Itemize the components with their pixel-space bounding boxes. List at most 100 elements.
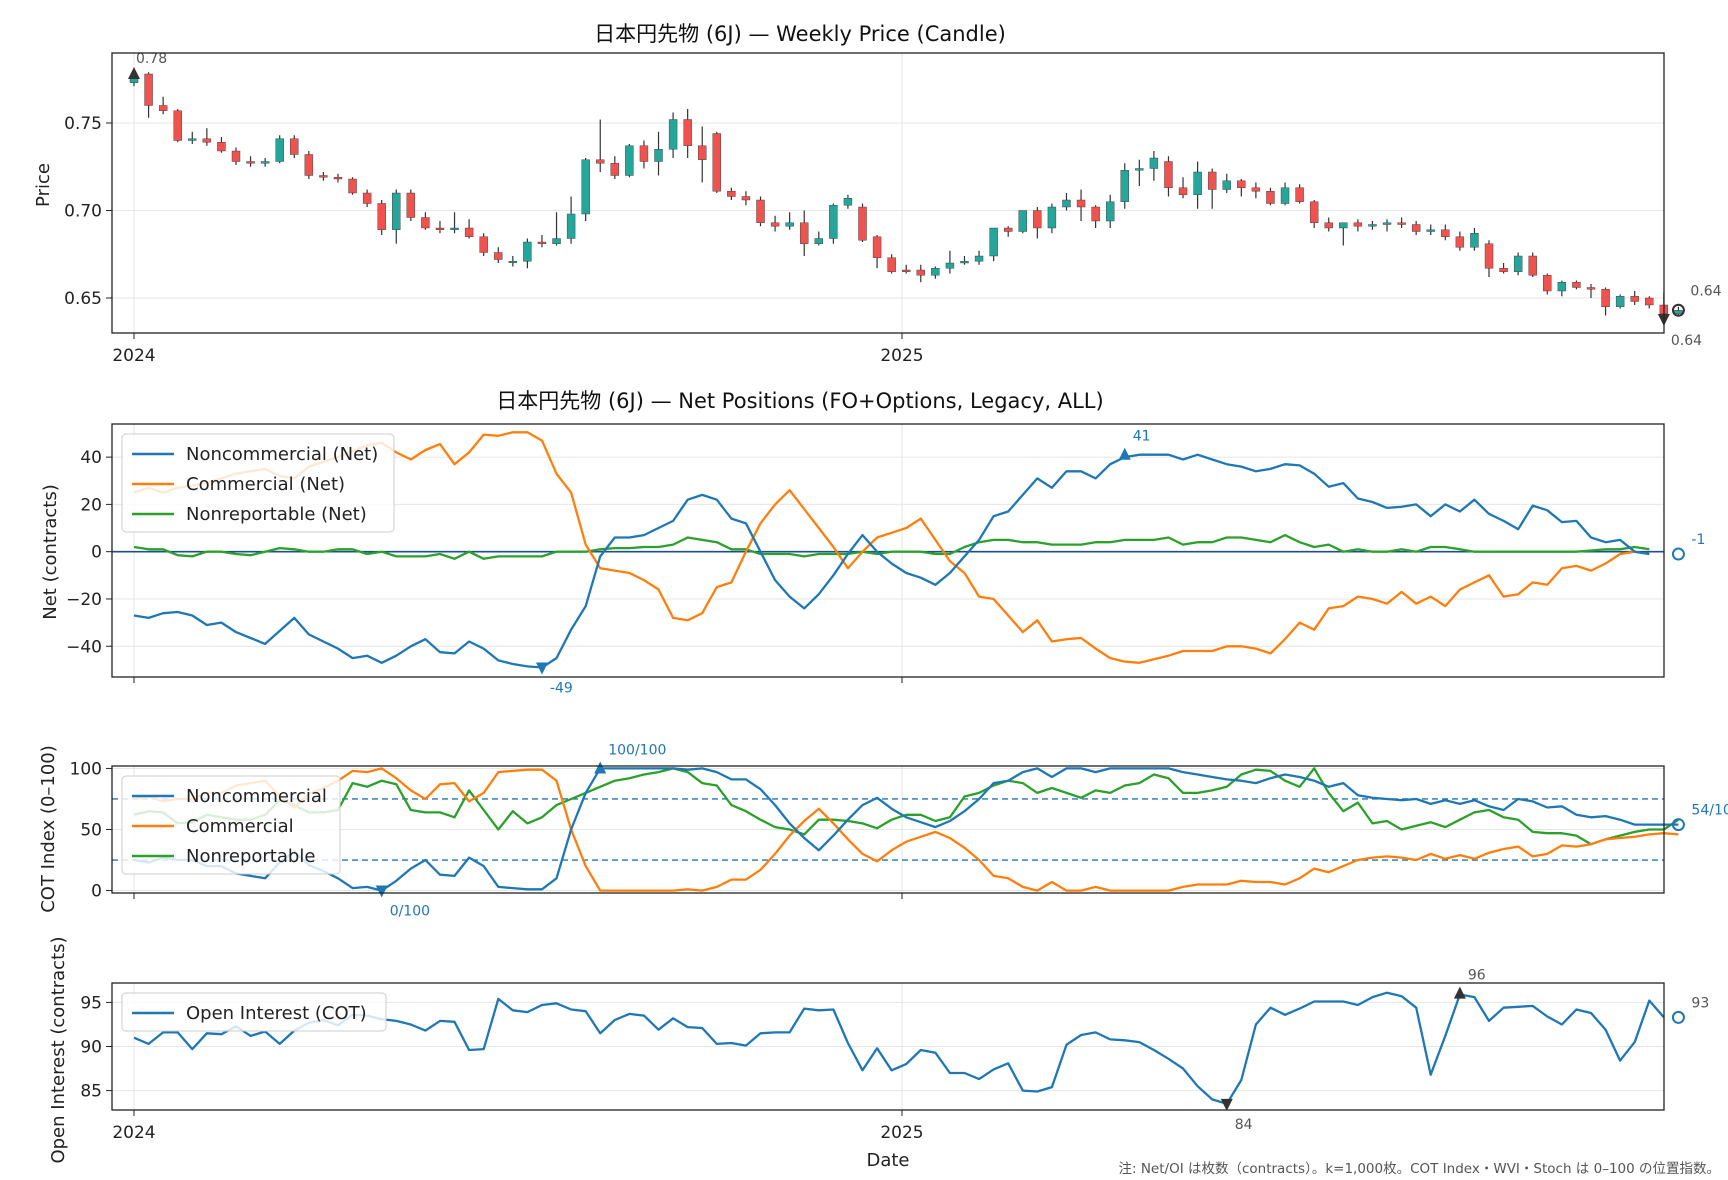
candle-body: [1178, 187, 1188, 195]
series-annotation: 84: [1235, 1117, 1253, 1133]
candle-body: [464, 227, 474, 237]
candle-body: [872, 236, 882, 258]
candle-body: [989, 227, 998, 257]
price-annotation: 0.64: [1671, 333, 1702, 349]
candle-body: [887, 257, 896, 272]
net-ylabel: Net (contracts): [40, 484, 61, 620]
series-annotation: 96: [1468, 968, 1486, 984]
candle-body: [916, 269, 925, 276]
candle-body: [319, 175, 328, 178]
candle-body: [362, 192, 372, 204]
candle-body: [523, 241, 532, 262]
candle-body: [1033, 210, 1042, 229]
legend-entry: Nonreportable: [186, 846, 315, 867]
candle-body: [712, 133, 721, 192]
candle-body: [931, 268, 940, 276]
cot-ylabel: COT Index (0–100): [38, 745, 59, 913]
series-marker: [1671, 547, 1685, 561]
legend-entry: Noncommercial: [186, 786, 327, 807]
y-tick-label: 0.75: [64, 114, 102, 134]
candle-body: [756, 199, 765, 223]
y-tick-label: 0: [91, 543, 102, 563]
candle-body: [800, 222, 809, 244]
candle-body: [566, 213, 576, 239]
y-tick-label: 50: [80, 821, 102, 841]
candle-body: [1324, 222, 1333, 229]
candle-body: [479, 236, 488, 253]
candle-body: [1513, 255, 1523, 272]
candle-body: [1149, 157, 1159, 169]
candle-body: [770, 222, 780, 227]
candle-body: [1076, 199, 1086, 208]
candle-body: [537, 241, 547, 244]
open-interest-panel: Open Interest (contracts) 85 90 95 2024 2025…: [48, 936, 1709, 1163]
series-marker: [1453, 986, 1466, 999]
series-marker: [375, 885, 388, 898]
series-marker: [1118, 447, 1131, 460]
candle-body: [290, 138, 299, 155]
legend-box: [121, 992, 387, 1032]
price-annotation: 0.78: [136, 51, 167, 67]
candle-body: [450, 227, 459, 230]
x-tick-label: 2025: [880, 346, 923, 366]
net-panel: 日本円先物 (6J) — Net Positions (FO+Options, …: [40, 389, 1705, 697]
candle-body: [392, 192, 401, 230]
candle-body: [1353, 222, 1363, 227]
candle-body: [275, 138, 284, 162]
series-annotation: 0/100: [390, 904, 430, 920]
candle-body: [1004, 227, 1013, 232]
candle-body: [1120, 170, 1129, 202]
y-tick-label: 20: [80, 495, 102, 515]
series-annotation: -49: [550, 681, 573, 697]
candle-body: [843, 198, 853, 206]
candle-body: [1164, 161, 1173, 188]
candle-body: [348, 178, 357, 194]
candle-body: [1572, 282, 1581, 288]
candle-body: [552, 238, 561, 244]
axes-frame: [111, 52, 1665, 334]
candle-body: [1193, 171, 1202, 195]
price-panel: 日本円先物 (6J) — Weekly Price (Candle) Price…: [33, 22, 1722, 366]
candle-body: [902, 269, 911, 272]
candle-body: [173, 110, 182, 141]
candle-body: [1309, 201, 1319, 223]
price-annotation: 0.64: [1690, 283, 1721, 299]
candle-body: [1426, 229, 1435, 232]
axes-frame: [111, 765, 1665, 894]
candle-body: [1368, 224, 1377, 227]
candle-body: [1586, 287, 1596, 290]
candle-body: [1543, 275, 1552, 292]
candle-body: [960, 261, 969, 264]
series-line-nonreportable: [133, 767, 1680, 846]
cot-index-panel: COT Index (0–100) 0 50 100 100/100 0/100 54/1…: [38, 742, 1728, 919]
candle-body: [246, 161, 255, 164]
oi-ylabel: Open Interest (contracts): [48, 936, 69, 1163]
candle-body: [217, 142, 226, 152]
candle-body: [1630, 296, 1639, 302]
candle-body: [654, 149, 663, 162]
legend-entry: Commercial (Net): [186, 474, 345, 495]
candle-body: [188, 138, 197, 141]
series-annotation: 41: [1133, 429, 1151, 445]
candle-body: [741, 196, 751, 201]
y-tick-label: 95: [80, 993, 102, 1013]
candle-body: [158, 105, 168, 111]
candle-body: [406, 192, 416, 218]
y-tick-label: 100: [70, 759, 102, 779]
candle-body: [829, 205, 838, 239]
legend-box: [121, 775, 341, 875]
axes-frame: [111, 423, 1665, 678]
series-line-nonreportable: [133, 533, 1650, 560]
series-annotation: 100/100: [608, 742, 666, 758]
y-tick-label: 0.65: [64, 289, 102, 309]
candle-body: [1222, 180, 1231, 190]
price-title: 日本円先物 (6J) — Weekly Price (Candle): [594, 22, 1006, 46]
candle-body: [508, 261, 518, 263]
series-line-noncommercial: [133, 767, 1679, 892]
candle-body: [421, 217, 430, 229]
series-annotation: -1: [1691, 532, 1705, 548]
y-tick-label: 90: [80, 1038, 102, 1058]
series-annotation: 93: [1691, 995, 1709, 1011]
candle-body: [1455, 236, 1465, 248]
